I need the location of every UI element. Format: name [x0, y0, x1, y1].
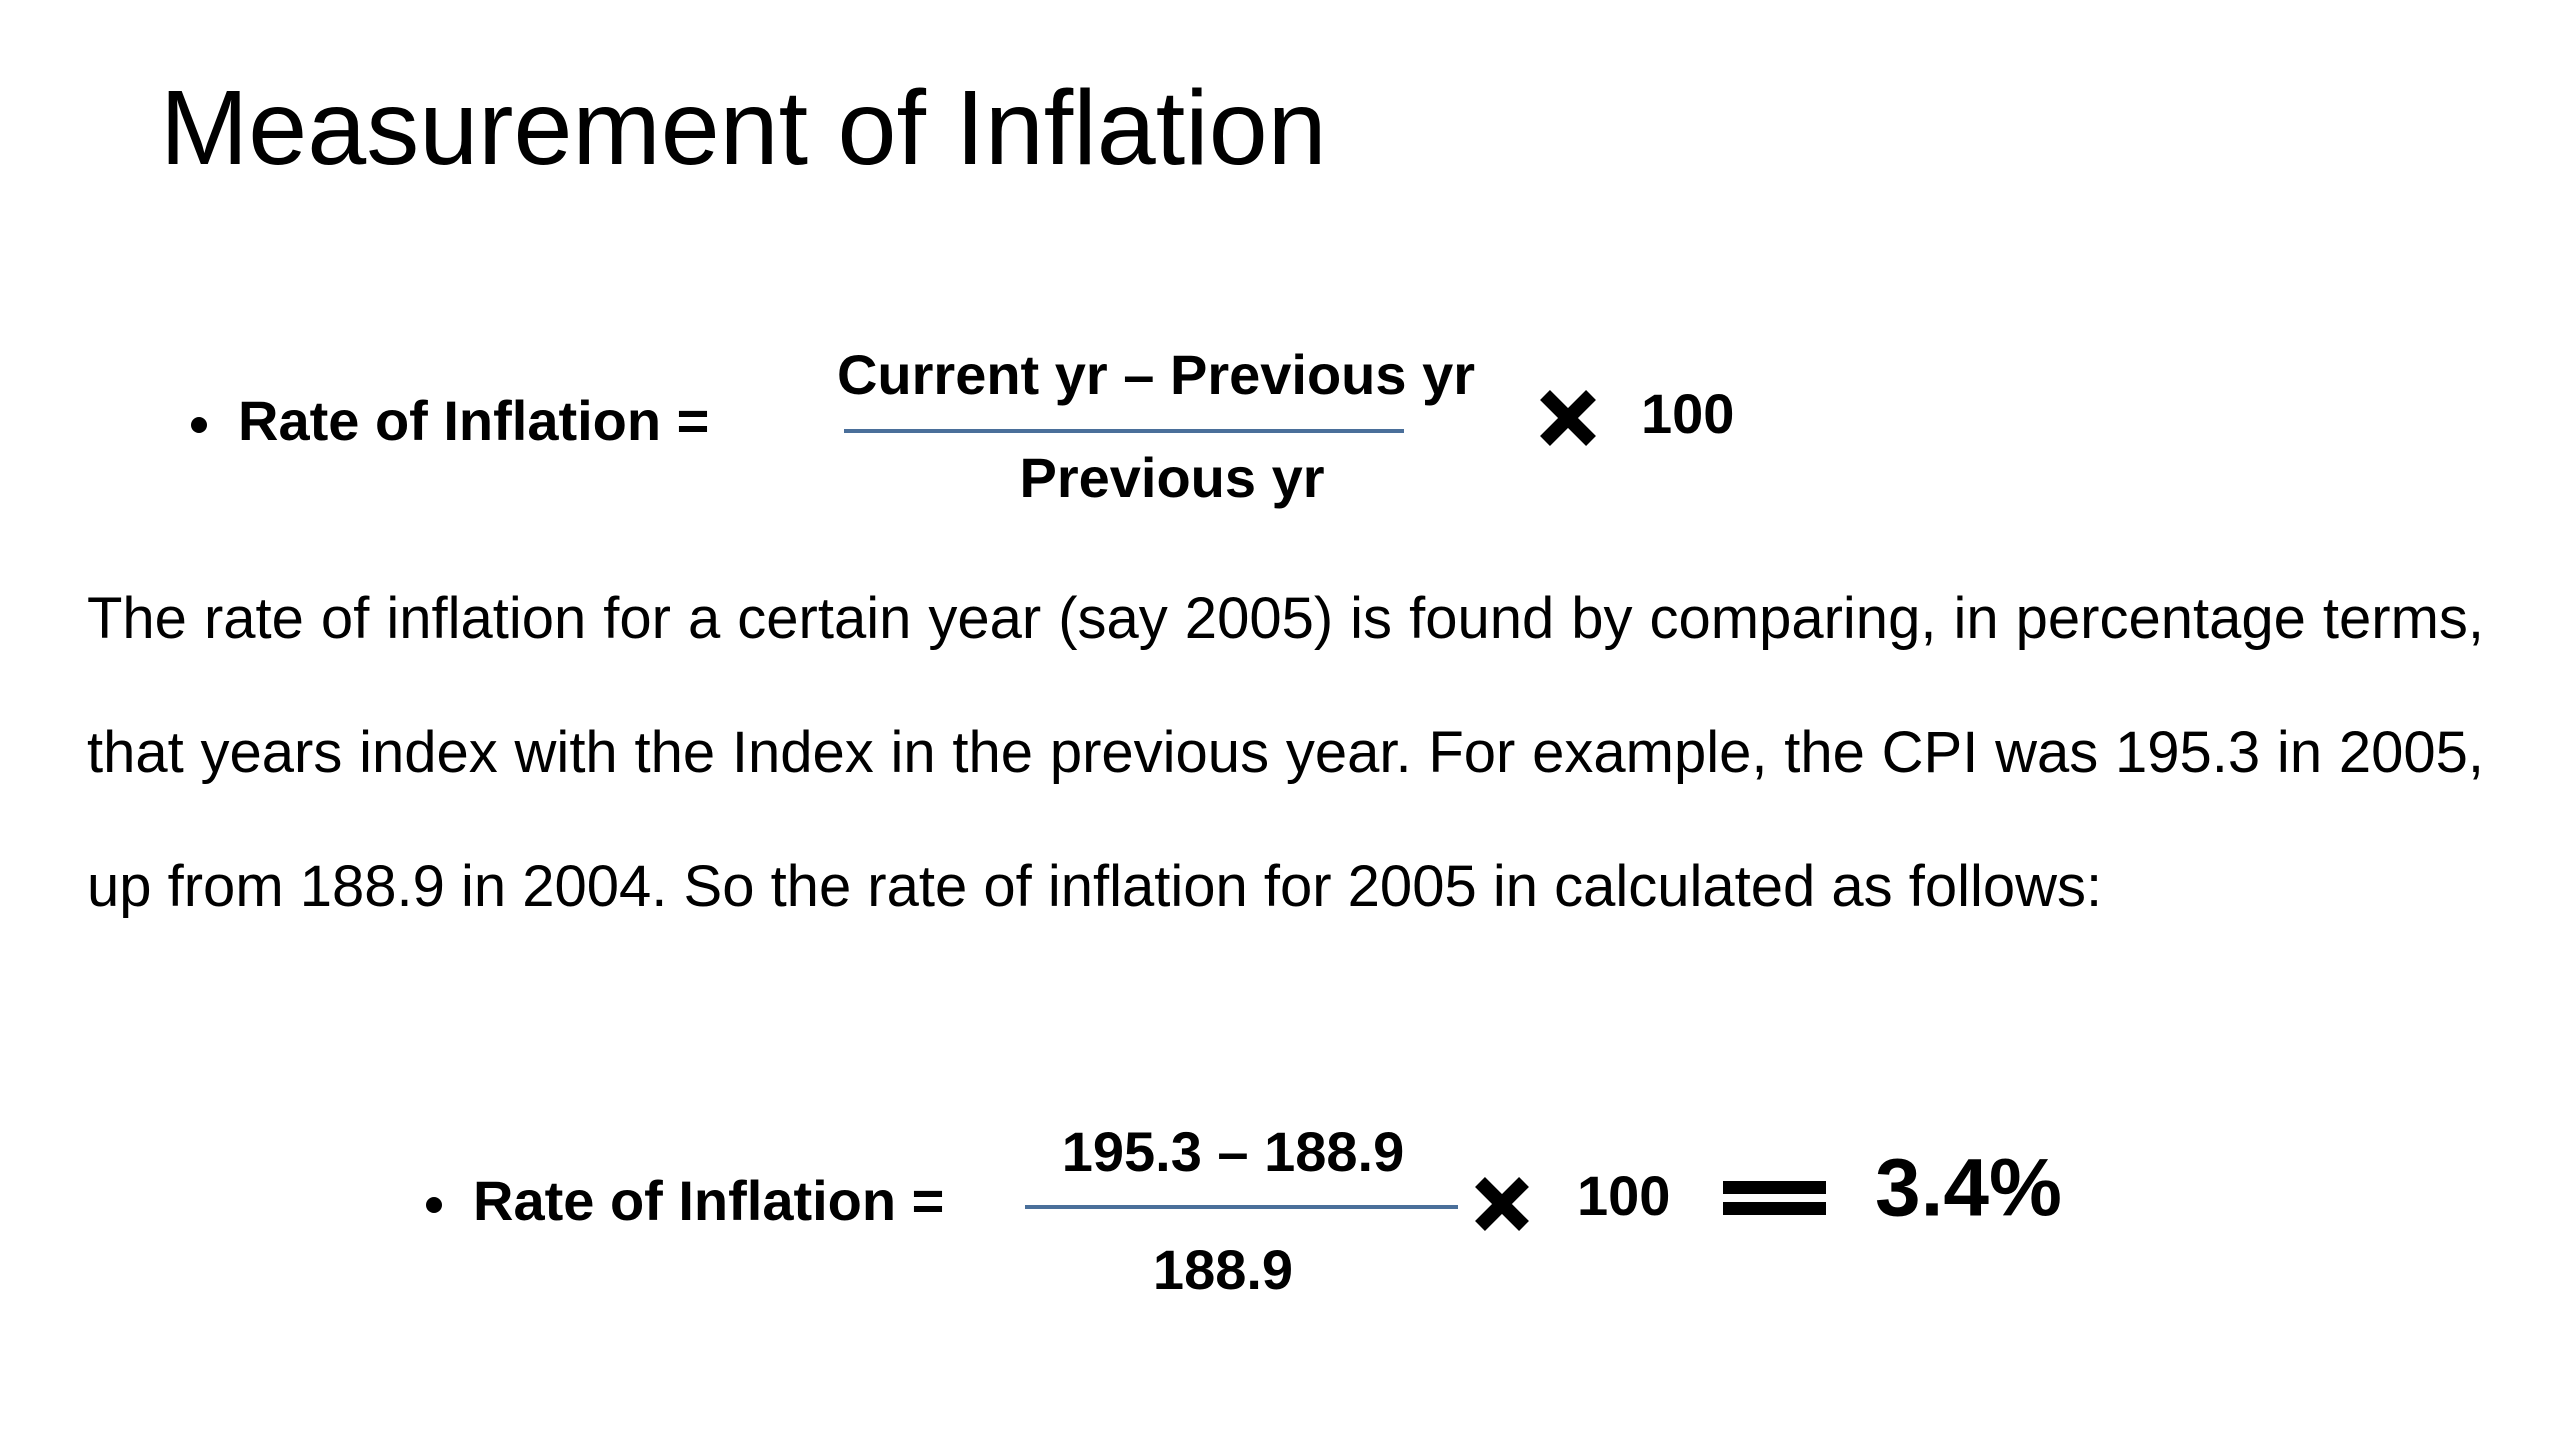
paragraph: The rate of inflation for a certain year… — [87, 586, 2484, 919]
numerator: Current yr – Previous yr — [837, 343, 1475, 406]
denominator: Previous yr — [1019, 446, 1324, 509]
formula-label: Rate of Inflation = — [473, 1169, 944, 1232]
title: Measurement of Inflation — [160, 69, 1327, 187]
times-sign — [1540, 390, 1596, 446]
result: 3.4% — [1875, 1143, 2062, 1234]
denominator: 188.9 — [1153, 1238, 1293, 1301]
bullet — [426, 1197, 442, 1213]
equals-bar — [1723, 1202, 1826, 1215]
times-sign — [1475, 1177, 1529, 1231]
multiplier: 100 — [1577, 1164, 1670, 1227]
equals-bar — [1723, 1181, 1826, 1194]
bullet — [191, 417, 207, 433]
multiplier: 100 — [1641, 382, 1734, 445]
formula-label: Rate of Inflation = — [238, 389, 709, 452]
numerator: 195.3 – 188.9 — [1062, 1120, 1405, 1183]
